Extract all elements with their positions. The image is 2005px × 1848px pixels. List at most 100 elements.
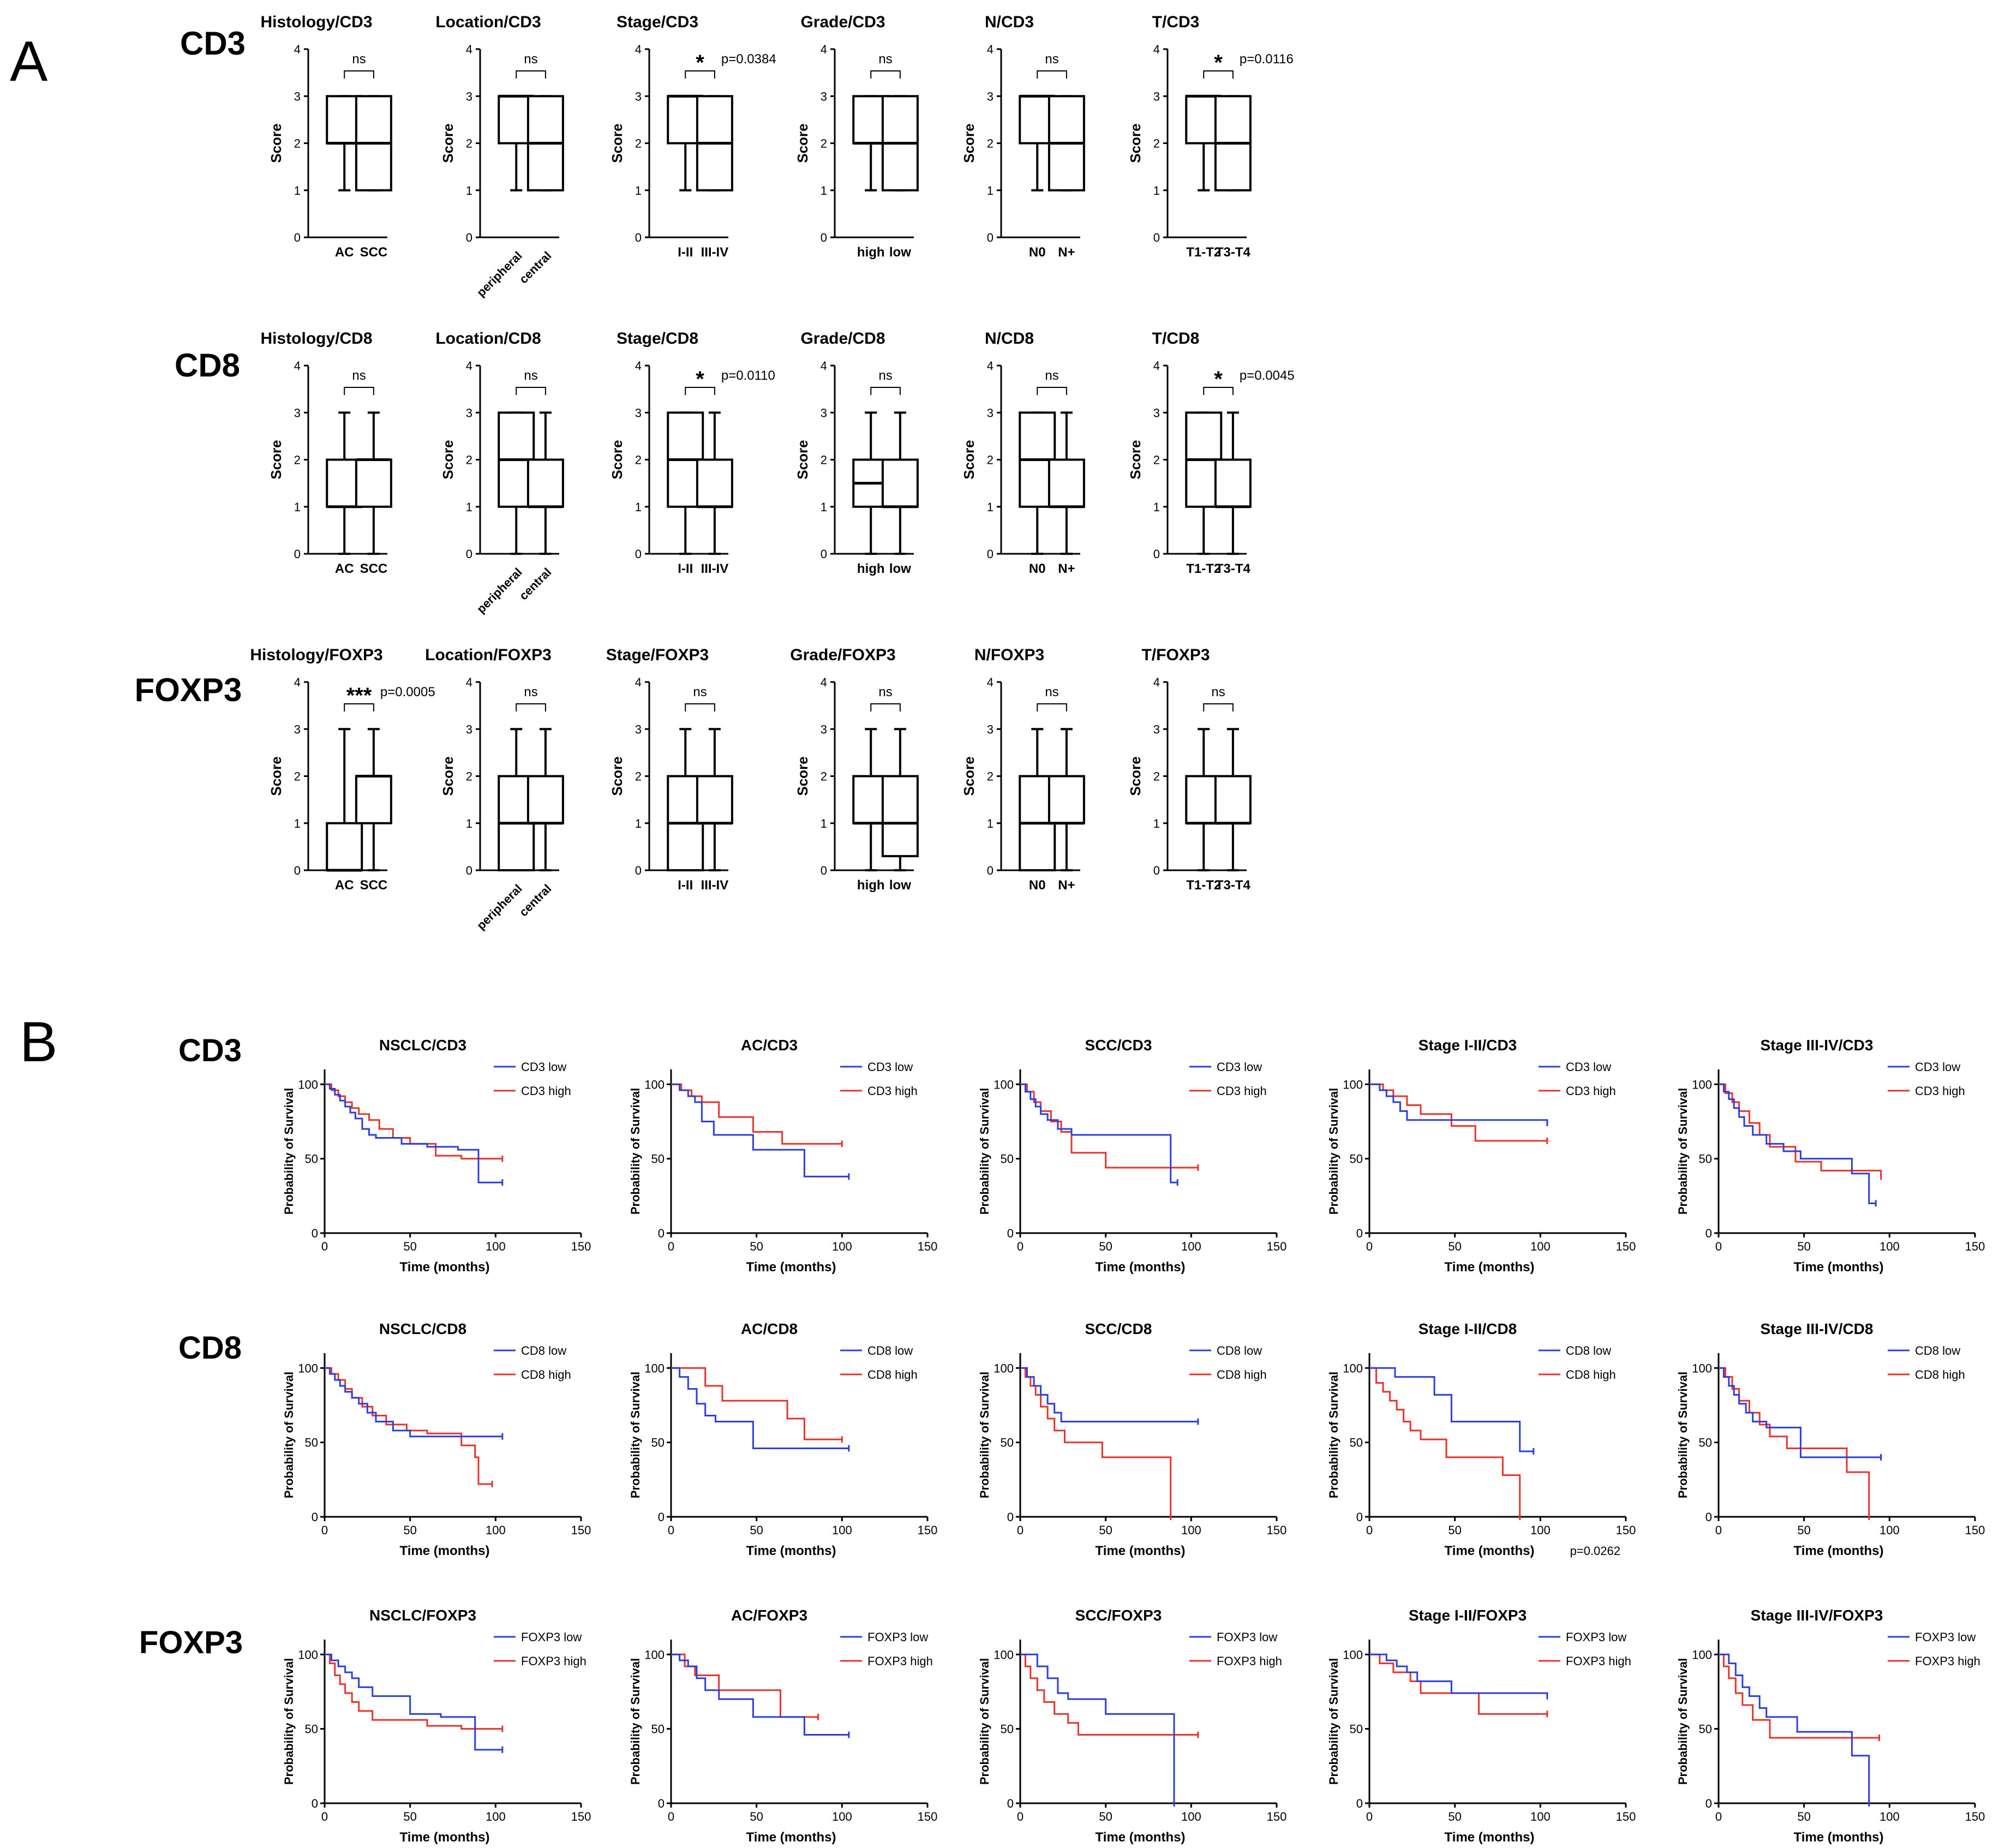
row-marker-label: FOXP3 bbox=[139, 1625, 243, 1660]
y-tick-label: 0 bbox=[1153, 547, 1160, 561]
x-axis-label: Time (months) bbox=[400, 1544, 490, 1558]
y-tick-label: 4 bbox=[1153, 675, 1160, 689]
p-value-label: p=0.0384 bbox=[721, 52, 776, 67]
x-tick-label: 0 bbox=[321, 1810, 328, 1823]
y-tick-label: 50 bbox=[1001, 1152, 1014, 1166]
chart-title: SCC/CD3 bbox=[1085, 1037, 1152, 1054]
row-marker-label: CD3 bbox=[180, 25, 246, 62]
y-tick-label: 0 bbox=[987, 547, 993, 561]
chart-title: T/FOXP3 bbox=[1141, 646, 1210, 664]
x-axis-label: Time (months) bbox=[1794, 1260, 1884, 1275]
legend-label: FOXP3 high bbox=[521, 1654, 586, 1668]
x-tick-label: 50 bbox=[1448, 1240, 1461, 1253]
x-tick-label: 0 bbox=[668, 1810, 674, 1823]
x-category-label: high bbox=[857, 561, 885, 576]
y-axis-label: Score bbox=[961, 756, 977, 796]
y-tick-label: 4 bbox=[635, 43, 642, 56]
y-tick-label: 100 bbox=[993, 1361, 1014, 1375]
x-category-label: N0 bbox=[1029, 245, 1046, 260]
survival-chart: SCC/CD8 0 50 100 0 50 100 150 Time (months) Proba… bbox=[978, 1320, 1286, 1558]
significance-marker: *** bbox=[346, 684, 372, 708]
survival-curve-high bbox=[1719, 1653, 1880, 1739]
survival-chart: NSCLC/CD3 0 50 100 0 50 100 150 Time (months) Pro… bbox=[282, 1037, 591, 1275]
significance-bracket bbox=[344, 70, 374, 79]
x-axis-label: Time (months) bbox=[1096, 1830, 1186, 1845]
y-tick-label: 3 bbox=[821, 406, 827, 420]
survival-chart: SCC/FOXP3 0 50 100 0 50 100 150 Time (months) Pro… bbox=[978, 1607, 1286, 1845]
significance-marker: * bbox=[696, 367, 704, 391]
p-value-label: p=0.0116 bbox=[1240, 52, 1294, 67]
chart-title: SCC/FOXP3 bbox=[1075, 1607, 1162, 1624]
chart-title: Stage I-II/CD8 bbox=[1419, 1320, 1517, 1337]
survival-chart: Stage I-II/CD8 0 50 100 0 50 100 150 Time (month… bbox=[1327, 1320, 1636, 1558]
x-category-label: N+ bbox=[1058, 245, 1075, 260]
y-axis-label: Probability of Survival bbox=[1327, 1372, 1340, 1498]
x-tick-label: 100 bbox=[1530, 1240, 1551, 1253]
survival-curve-low bbox=[1369, 1083, 1548, 1123]
chart-title: Histology/CD8 bbox=[260, 330, 372, 348]
survival-curve-low bbox=[325, 1653, 502, 1751]
y-tick-label: 1 bbox=[987, 184, 993, 198]
box-chart: Grade/CD3 0 1 2 3 4 Score high low ns bbox=[794, 13, 919, 260]
x-tick-label: 50 bbox=[750, 1810, 763, 1823]
y-axis-label: Probability of Survival bbox=[1327, 1088, 1340, 1215]
x-tick-label: 150 bbox=[918, 1523, 938, 1537]
legend-label: FOXP3 low bbox=[1915, 1630, 1976, 1644]
y-axis-label: Score bbox=[794, 440, 811, 479]
x-tick-label: 150 bbox=[1616, 1240, 1636, 1253]
y-tick-label: 0 bbox=[466, 231, 472, 244]
chart-title: Grade/CD3 bbox=[800, 13, 885, 31]
y-tick-label: 100 bbox=[1692, 1361, 1712, 1375]
survival-curve-low bbox=[325, 1083, 502, 1183]
x-category-label: N0 bbox=[1029, 561, 1046, 576]
box-chart: Stage/CD3 0 1 2 3 4 Score I-II III-IV * p=0.0384 bbox=[609, 13, 776, 260]
box-chart: N/FOXP3 0 1 2 3 4 Score N0 N+ ns bbox=[961, 646, 1085, 893]
survival-chart: Stage III-IV/CD8 0 50 100 0 50 100 150 Time (mon… bbox=[1676, 1320, 1985, 1558]
y-tick-label: 4 bbox=[635, 675, 642, 689]
survival-curve-low bbox=[1369, 1367, 1534, 1452]
survival-chart: Stage I-II/CD3 0 50 100 0 50 100 150 Time (month… bbox=[1327, 1037, 1636, 1275]
significance-marker: * bbox=[696, 51, 704, 75]
chart-title: T/CD8 bbox=[1152, 330, 1200, 348]
y-tick-label: 2 bbox=[821, 770, 827, 784]
y-axis-label: Probability of Survival bbox=[1676, 1372, 1690, 1498]
x-category-label: T1-T2 bbox=[1186, 878, 1221, 893]
y-tick-label: 1 bbox=[635, 184, 642, 198]
x-tick-label: 0 bbox=[668, 1523, 674, 1537]
y-axis-label: Score bbox=[440, 756, 456, 796]
y-axis-label: Probability of Survival bbox=[978, 1372, 991, 1498]
x-tick-label: 0 bbox=[1366, 1810, 1373, 1823]
y-tick-label: 0 bbox=[1705, 1227, 1712, 1240]
y-tick-label: 0 bbox=[658, 1797, 665, 1810]
y-tick-label: 4 bbox=[987, 675, 993, 689]
survival-chart: AC/CD8 0 50 100 0 50 100 150 Time (months) Probab… bbox=[629, 1320, 937, 1558]
y-tick-label: 1 bbox=[635, 500, 642, 514]
y-tick-label: 100 bbox=[1692, 1078, 1712, 1091]
survival-chart: NSCLC/FOXP3 0 50 100 0 50 100 150 Time (months) P… bbox=[282, 1607, 591, 1845]
x-tick-label: 150 bbox=[918, 1810, 938, 1823]
y-axis-label: Score bbox=[794, 756, 811, 796]
survival-curve-high bbox=[1719, 1367, 1870, 1517]
y-tick-label: 3 bbox=[987, 722, 993, 736]
x-axis-label: Time (months) bbox=[1445, 1544, 1535, 1558]
legend-label: FOXP3 high bbox=[1566, 1654, 1631, 1668]
x-category-label: N0 bbox=[1029, 878, 1046, 893]
x-tick-label: 100 bbox=[832, 1240, 852, 1253]
x-tick-label: 0 bbox=[1715, 1523, 1722, 1537]
survival-curve-high bbox=[671, 1367, 842, 1440]
y-tick-label: 4 bbox=[294, 43, 301, 56]
chart-title: Stage/FOXP3 bbox=[606, 646, 709, 664]
y-tick-label: 100 bbox=[298, 1361, 318, 1375]
y-tick-label: 1 bbox=[821, 500, 827, 514]
survival-curve-low bbox=[1020, 1083, 1178, 1183]
y-tick-label: 2 bbox=[1153, 137, 1160, 151]
x-tick-label: 100 bbox=[1530, 1523, 1551, 1537]
significance-marker: ns bbox=[524, 685, 537, 699]
box-chart: N/CD3 0 1 2 3 4 Score N0 N+ ns bbox=[961, 13, 1085, 260]
chart-title: NSCLC/CD8 bbox=[379, 1320, 466, 1337]
y-tick-label: 50 bbox=[1350, 1723, 1363, 1736]
y-tick-label: 0 bbox=[635, 547, 642, 561]
y-tick-label: 3 bbox=[987, 89, 993, 103]
box-iqr bbox=[526, 458, 564, 508]
